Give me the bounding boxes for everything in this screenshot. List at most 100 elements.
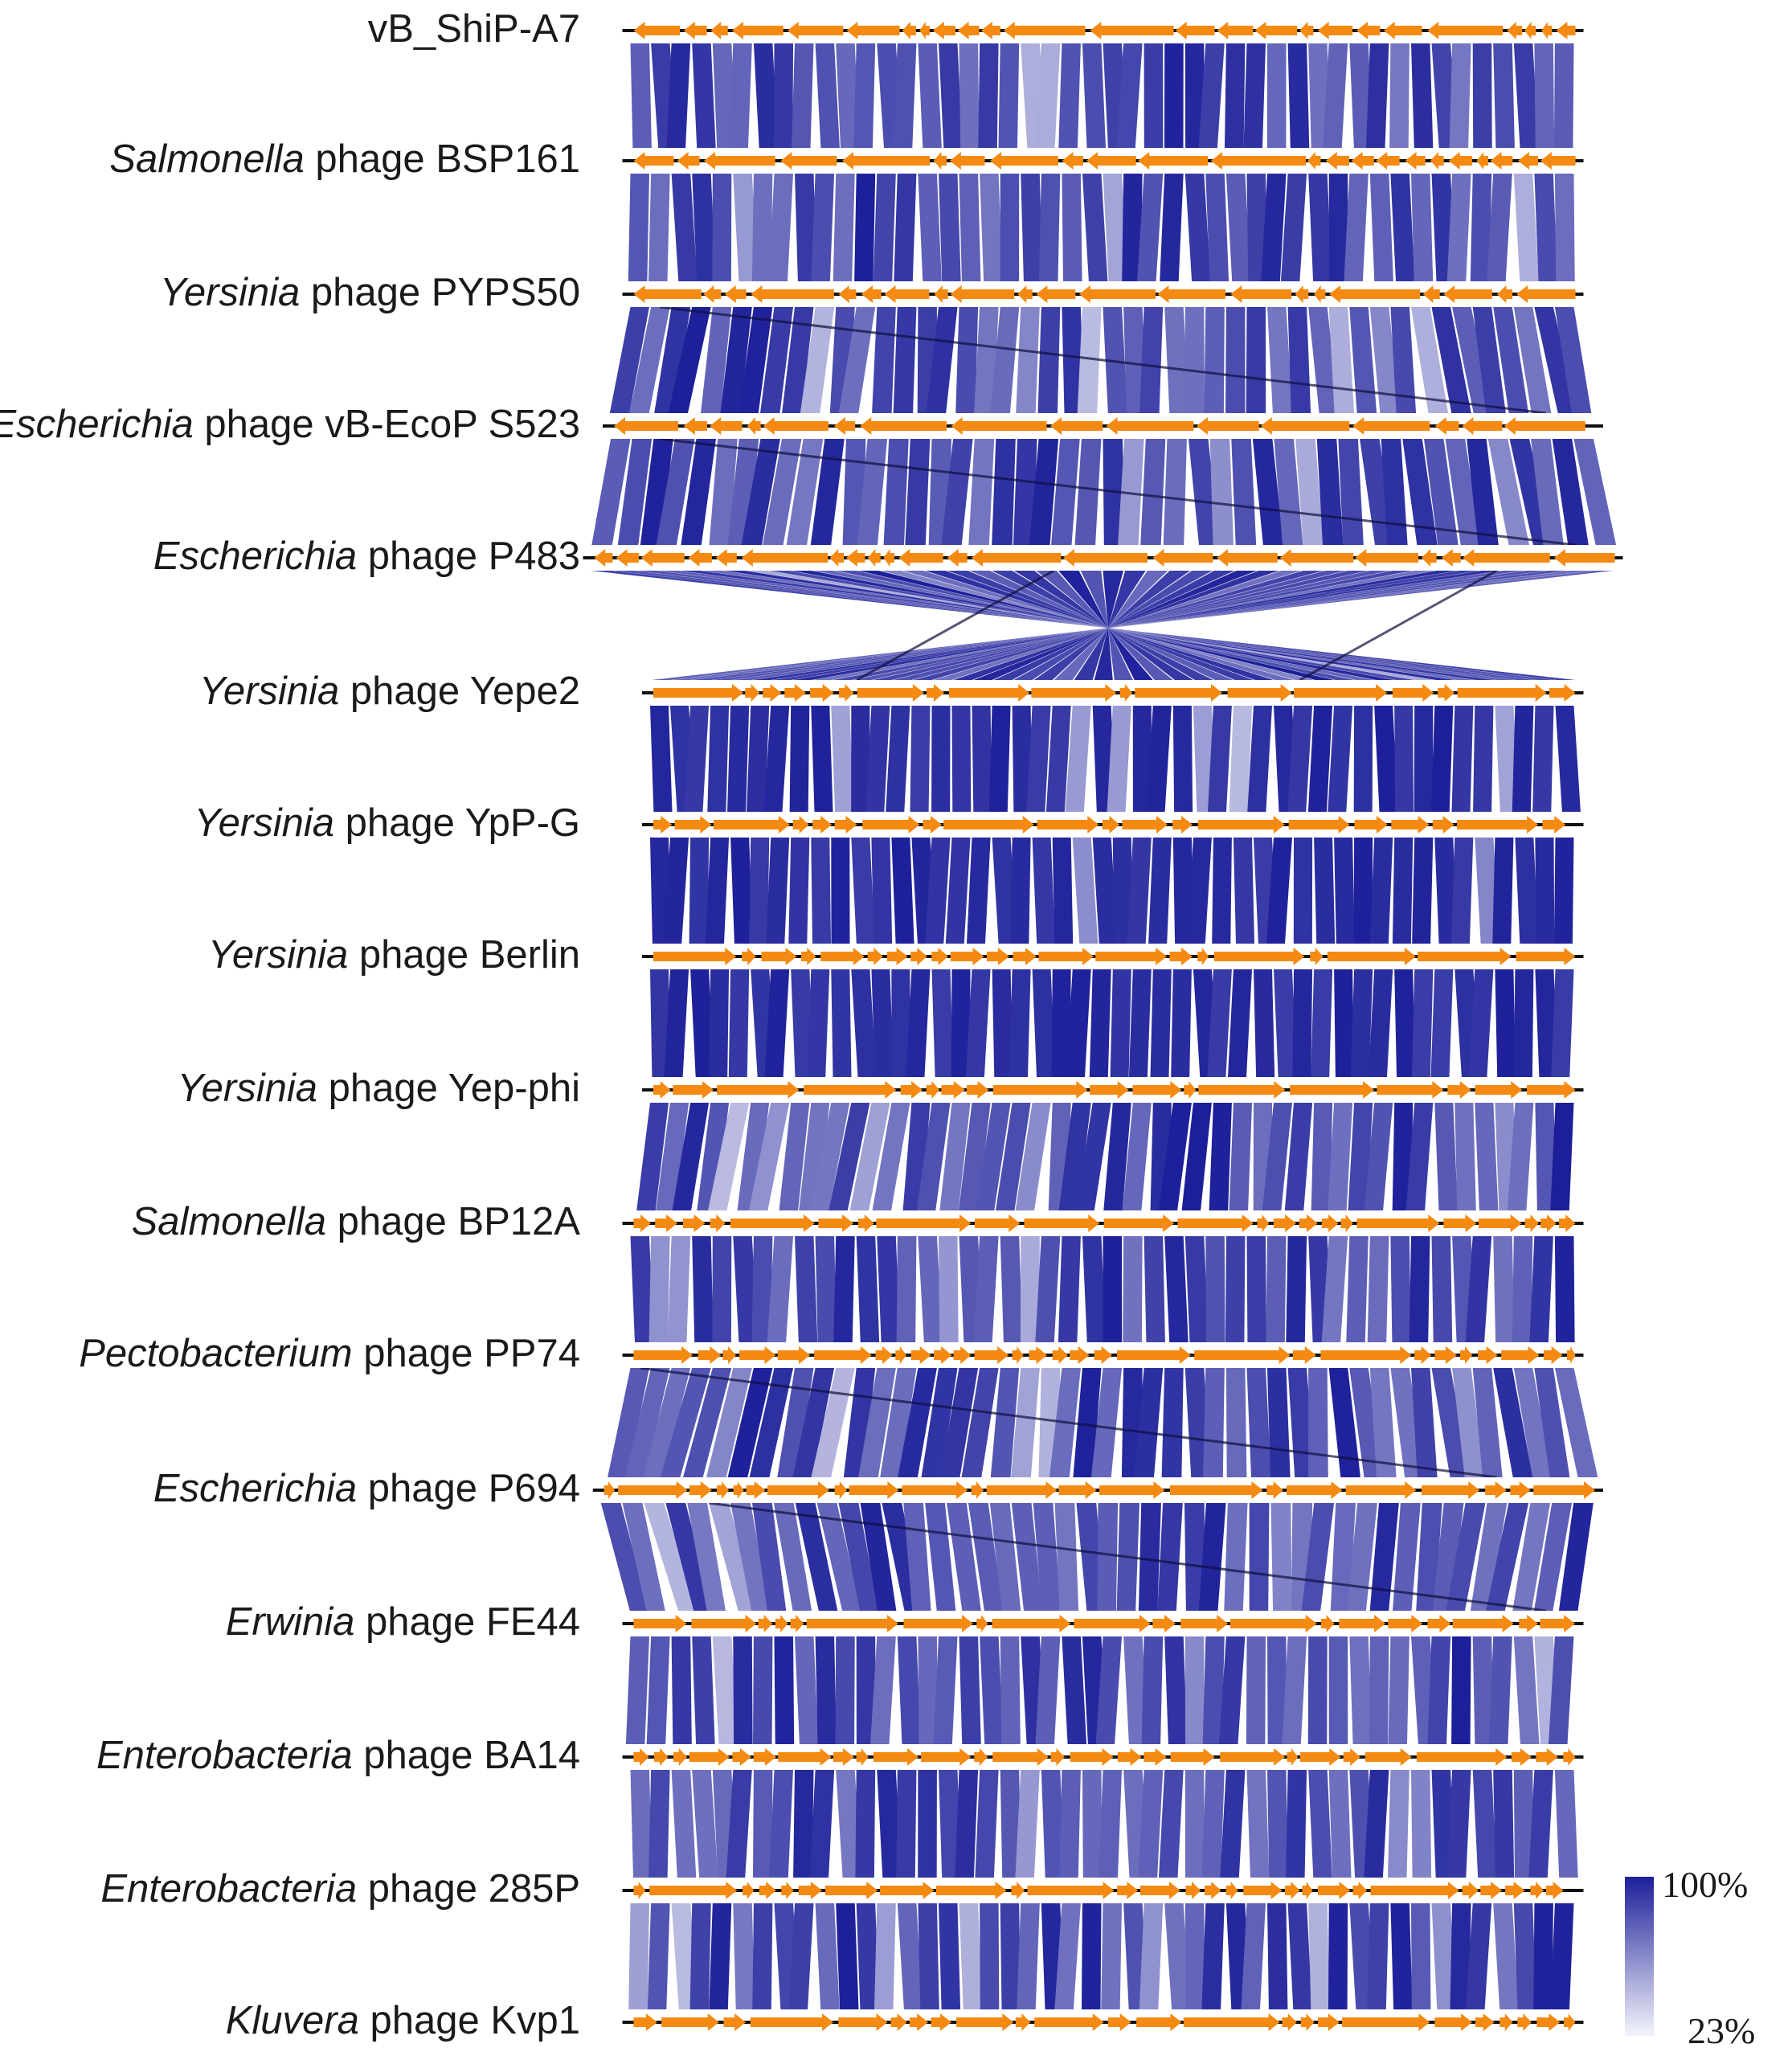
gene-arrow	[614, 417, 678, 435]
gene-arrow	[1448, 152, 1473, 170]
identity-link	[1090, 1368, 1122, 1477]
identity-link	[1062, 307, 1084, 413]
identity-link	[1267, 1770, 1288, 1878]
gene-arrow	[710, 417, 743, 435]
identity-link	[947, 571, 1254, 680]
gene-arrow	[1058, 1481, 1097, 1499]
identity-link	[1454, 1103, 1476, 1210]
gene-arrow	[1376, 152, 1400, 170]
identity-link	[1233, 838, 1254, 944]
identity-link	[692, 174, 716, 281]
link-band-14	[630, 1770, 1578, 1878]
gene-arrow	[767, 1481, 829, 1499]
identity-link	[1082, 1236, 1107, 1342]
identity-link	[789, 706, 810, 812]
identity-link	[1445, 439, 1482, 545]
identity-link	[753, 1636, 773, 1744]
link-band-6	[650, 706, 1581, 812]
genome-label: Escherichia phage P694	[153, 1464, 580, 1513]
identity-link	[690, 969, 714, 1077]
identity-link	[1280, 174, 1307, 281]
gene-arrow	[780, 152, 837, 170]
identity-link	[1026, 706, 1051, 812]
identity-link	[990, 307, 1020, 413]
identity-link	[753, 1770, 773, 1878]
identity-link	[749, 838, 770, 944]
identity-link	[1146, 706, 1172, 812]
identity-link	[792, 43, 814, 148]
identity-link	[1015, 1103, 1051, 1210]
identity-link	[1390, 1236, 1411, 1342]
gene-arrow	[739, 1346, 776, 1364]
gene-arrow	[910, 1346, 931, 1364]
identity-link	[1065, 706, 1091, 812]
identity-link	[793, 1770, 814, 1878]
identity-link	[792, 571, 1458, 680]
identity-link	[1468, 969, 1494, 1077]
identity-link	[1201, 1770, 1225, 1878]
link-band-7	[650, 838, 1574, 944]
identity-link	[1434, 1103, 1458, 1210]
identity-link	[1058, 1236, 1081, 1342]
gene-arrow	[1299, 1214, 1318, 1232]
gene-arrow	[812, 816, 833, 833]
link-band-2	[628, 174, 1575, 281]
gene-arrow	[1351, 152, 1374, 170]
identity-link	[1241, 1903, 1266, 2009]
gene-arrow	[1427, 1615, 1451, 1632]
gene-arrow	[1036, 285, 1076, 303]
identity-link	[1369, 838, 1393, 944]
gene-arrow	[778, 1748, 832, 1766]
gene-arrow	[1414, 1346, 1432, 1364]
identity-link	[1184, 1770, 1205, 1878]
genome-track	[642, 812, 1584, 838]
link-band-15	[628, 1903, 1574, 2009]
identity-link	[1369, 174, 1393, 281]
gene-arrow	[1320, 1615, 1335, 1632]
identity-link	[712, 1236, 732, 1342]
identity-link	[1082, 43, 1106, 148]
genome-label-rest: phage BSP161	[304, 137, 580, 181]
gene-arrow	[1478, 1214, 1522, 1232]
identity-link	[1203, 1368, 1225, 1477]
identity-link	[1311, 969, 1333, 1077]
identity-link	[1344, 174, 1369, 281]
gene-arrow	[654, 1748, 669, 1766]
link-band-9	[636, 1103, 1574, 1210]
gene-arrow	[1062, 549, 1148, 567]
identity-link	[1000, 1636, 1021, 1744]
identity-link	[1140, 439, 1166, 545]
identity-link	[980, 1636, 1004, 1744]
gene-arrow	[902, 1481, 968, 1499]
identity-link	[1054, 571, 1168, 680]
identity-link	[1123, 1636, 1148, 1744]
identity-link	[872, 307, 896, 413]
identity-link	[1513, 969, 1534, 1077]
identity-link	[1449, 43, 1471, 148]
identity-link	[1036, 43, 1061, 148]
identity-link	[613, 571, 1556, 680]
identity-link	[707, 706, 730, 812]
identity-link	[880, 1368, 917, 1477]
gene-arrow	[992, 1615, 1071, 1632]
gene-arrow	[804, 1081, 897, 1099]
gene-arrow	[1356, 22, 1381, 39]
identity-link	[656, 439, 695, 545]
link-band-1	[630, 43, 1574, 148]
identity-link	[1328, 1903, 1348, 2009]
identity-link	[727, 706, 750, 812]
identity-link	[657, 571, 1516, 680]
identity-link	[630, 1236, 654, 1342]
identity-link	[811, 174, 835, 281]
identity-link	[763, 439, 802, 545]
gene-arrow	[1452, 1615, 1514, 1632]
identity-link	[730, 1503, 771, 1611]
gene-arrow	[1230, 285, 1292, 303]
genome-track	[592, 1477, 1603, 1503]
gene-arrow	[1117, 1346, 1191, 1364]
link-band-12	[600, 1503, 1594, 1611]
gene-arrow	[1287, 1748, 1299, 1766]
genome-label-rest: phage YpP-G	[333, 801, 580, 845]
identity-link	[851, 706, 870, 812]
